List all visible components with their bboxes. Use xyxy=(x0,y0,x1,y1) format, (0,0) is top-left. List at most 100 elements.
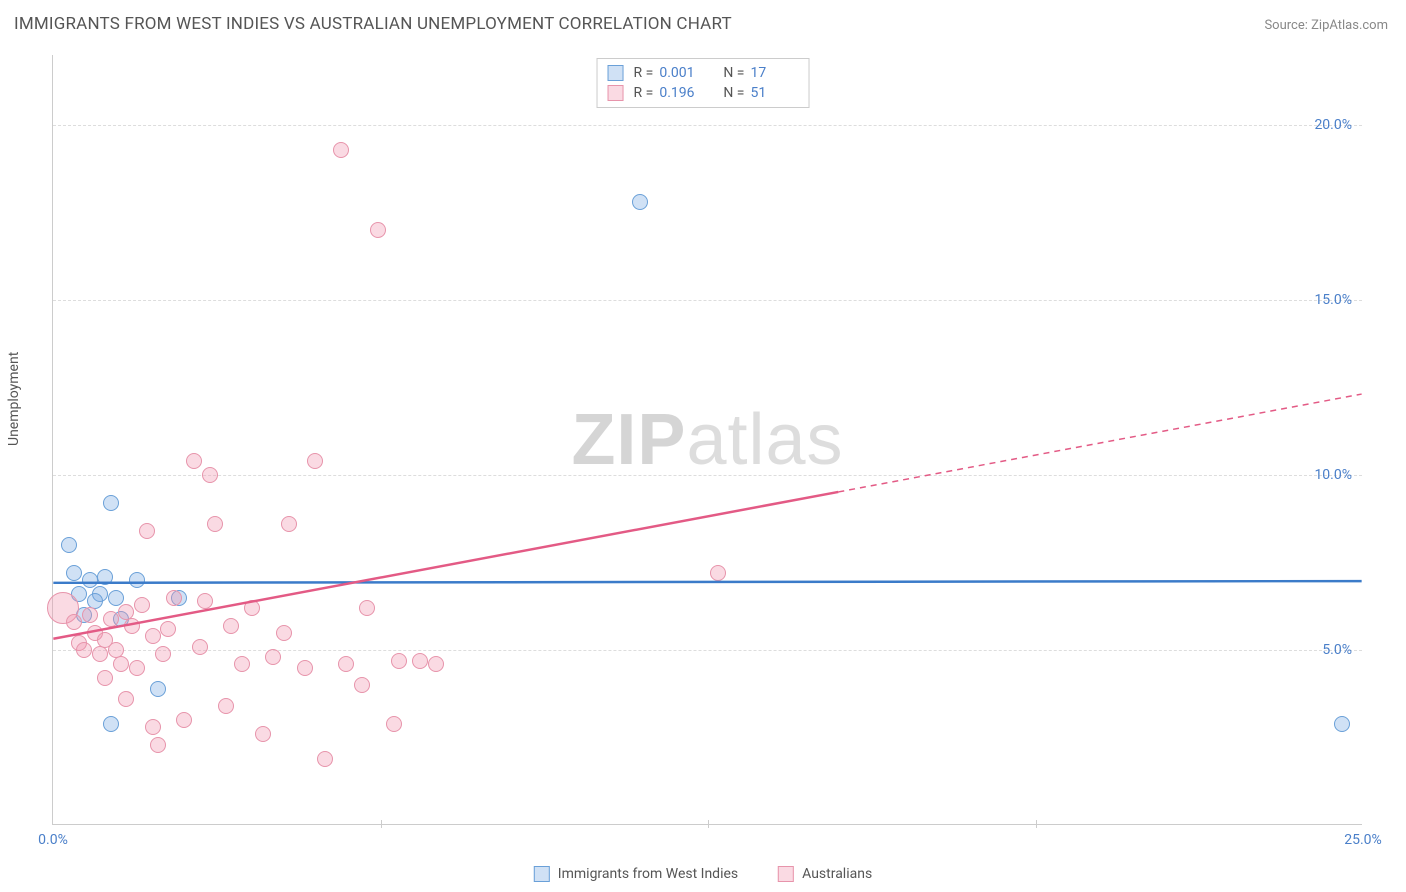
point-australian xyxy=(82,607,98,623)
point-west-indies xyxy=(108,590,124,606)
legend-swatch-icon xyxy=(608,65,624,81)
point-west-indies xyxy=(66,565,82,581)
source-value: ZipAtlas.com xyxy=(1311,18,1388,33)
legend-series-label: Immigrants from West Indies xyxy=(558,866,738,882)
r-label: R = xyxy=(634,65,654,81)
point-australian xyxy=(297,660,313,676)
point-australian xyxy=(370,222,386,238)
gridline xyxy=(53,300,1362,301)
point-australian xyxy=(265,649,281,665)
point-australian xyxy=(92,646,108,662)
regression-line xyxy=(53,581,1361,583)
legend-correlation-row: R = 0.001 N = 17 xyxy=(608,63,799,83)
regression-line xyxy=(838,394,1361,492)
point-australian xyxy=(386,716,402,732)
point-west-indies xyxy=(103,716,119,732)
legend-series-label: Australians xyxy=(802,866,872,882)
point-australian xyxy=(166,590,182,606)
point-west-indies xyxy=(632,194,648,210)
point-australian xyxy=(412,653,428,669)
point-australian xyxy=(338,656,354,672)
point-west-indies xyxy=(103,495,119,511)
gridline xyxy=(53,125,1362,126)
point-west-indies xyxy=(97,569,113,585)
point-australian xyxy=(66,614,82,630)
gridline xyxy=(53,475,1362,476)
point-australian xyxy=(281,516,297,532)
point-australian xyxy=(76,642,92,658)
watermark: ZIPatlas xyxy=(571,399,843,481)
point-australian xyxy=(202,467,218,483)
point-australian xyxy=(155,646,171,662)
point-australian xyxy=(223,618,239,634)
r-value: 0.196 xyxy=(659,85,707,101)
point-australian xyxy=(218,698,234,714)
y-tick-label: 5.0% xyxy=(1322,642,1352,658)
point-west-indies xyxy=(129,572,145,588)
point-australian xyxy=(307,453,323,469)
legend-swatch-icon xyxy=(534,866,550,882)
source-label: Source: xyxy=(1264,18,1307,33)
y-tick-label: 15.0% xyxy=(1314,292,1352,308)
x-minor-tick xyxy=(1036,820,1037,828)
point-west-indies xyxy=(1334,716,1350,732)
point-australian xyxy=(333,142,349,158)
x-minor-tick xyxy=(381,820,382,828)
n-value: 17 xyxy=(750,65,798,81)
point-australian xyxy=(197,593,213,609)
point-australian xyxy=(317,751,333,767)
point-australian xyxy=(145,628,161,644)
point-australian xyxy=(234,656,250,672)
point-australian xyxy=(428,656,444,672)
point-australian xyxy=(97,670,113,686)
scatter-plot-area: ZIPatlas 5.0%10.0%15.0%20.0%0.0%25.0% xyxy=(52,55,1362,825)
point-australian xyxy=(129,660,145,676)
watermark-zip: ZIP xyxy=(571,400,686,480)
chart-title: IMMIGRANTS FROM WEST INDIES VS AUSTRALIA… xyxy=(14,14,732,34)
point-australian xyxy=(103,611,119,627)
point-australian xyxy=(118,691,134,707)
point-australian xyxy=(134,597,150,613)
point-australian xyxy=(710,565,726,581)
point-australian xyxy=(139,523,155,539)
point-australian xyxy=(124,618,140,634)
n-label: N = xyxy=(723,65,744,81)
r-value: 0.001 xyxy=(659,65,707,81)
point-australian xyxy=(145,719,161,735)
series-legend: Immigrants from West Indies Australians xyxy=(534,866,872,882)
regression-lines-layer xyxy=(53,55,1362,824)
legend-series-item: Australians xyxy=(778,866,872,882)
watermark-atlas: atlas xyxy=(686,400,843,480)
y-tick-label: 10.0% xyxy=(1314,467,1352,483)
legend-swatch-icon xyxy=(608,85,624,101)
correlation-legend: R = 0.001 N = 17 R = 0.196 N = 51 xyxy=(597,58,810,108)
point-australian xyxy=(354,677,370,693)
source-attribution: Source: ZipAtlas.com xyxy=(1264,18,1388,33)
n-label: N = xyxy=(723,85,744,101)
point-australian xyxy=(359,600,375,616)
r-label: R = xyxy=(634,85,654,101)
point-australian xyxy=(192,639,208,655)
point-australian xyxy=(255,726,271,742)
point-australian xyxy=(176,712,192,728)
point-west-indies xyxy=(61,537,77,553)
x-tick-label: 0.0% xyxy=(38,832,68,848)
point-australian xyxy=(186,453,202,469)
point-west-indies xyxy=(150,681,166,697)
point-australian xyxy=(160,621,176,637)
x-tick-label: 25.0% xyxy=(1344,832,1382,848)
point-australian xyxy=(391,653,407,669)
point-australian xyxy=(150,737,166,753)
legend-series-item: Immigrants from West Indies xyxy=(534,866,738,882)
point-australian xyxy=(244,600,260,616)
n-value: 51 xyxy=(750,85,798,101)
y-tick-label: 20.0% xyxy=(1314,117,1352,133)
y-axis-label: Unemployment xyxy=(6,352,22,446)
point-australian xyxy=(113,656,129,672)
point-australian xyxy=(276,625,292,641)
legend-swatch-icon xyxy=(778,866,794,882)
gridline xyxy=(53,650,1362,651)
point-australian xyxy=(207,516,223,532)
x-minor-tick xyxy=(708,820,709,828)
legend-correlation-row: R = 0.196 N = 51 xyxy=(608,83,799,103)
